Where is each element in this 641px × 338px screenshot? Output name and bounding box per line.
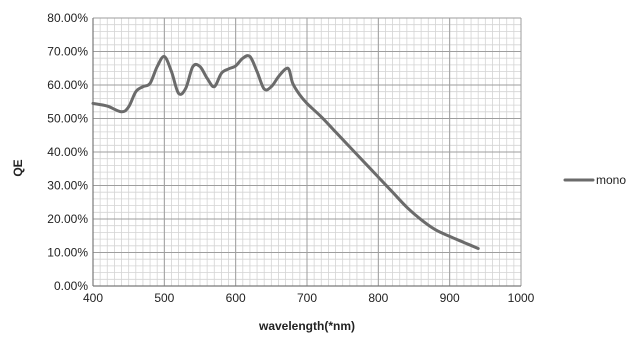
x-tick-label: 500 — [154, 291, 174, 305]
y-tick-label: 40.00% — [47, 145, 88, 159]
axes — [92, 18, 521, 287]
x-tick-label: 1000 — [508, 291, 535, 305]
y-tick-label: 20.00% — [47, 212, 88, 226]
x-tick-label: 400 — [83, 291, 103, 305]
x-tick-labels: 400 500 600 700 800 900 1000 — [83, 291, 535, 305]
y-tick-label: 50.00% — [47, 112, 88, 126]
x-axis-title: wavelength(*nm) — [258, 319, 355, 333]
series-layer — [91, 54, 480, 250]
y-tick-label: 80.00% — [47, 11, 88, 25]
x-tick-label: 800 — [368, 291, 388, 305]
y-tick-label: 10.00% — [47, 246, 88, 260]
y-tick-label: 0.00% — [54, 279, 88, 293]
legend-label-mono: mono — [596, 173, 626, 187]
y-tick-labels: 0.00% 10.00% 20.00% 30.00% 40.00% 50.00% 60.00… — [47, 11, 88, 293]
x-tick-label: 600 — [226, 291, 246, 305]
y-tick-label: 70.00% — [47, 45, 88, 59]
y-tick-label: 30.00% — [47, 179, 88, 193]
x-tick-label: 900 — [440, 291, 460, 305]
legend: mono — [563, 173, 626, 187]
y-tick-label: 60.00% — [47, 78, 88, 92]
y-axis-title: QE — [11, 159, 25, 176]
series-line-mono — [91, 54, 480, 250]
x-tick-label: 700 — [297, 291, 317, 305]
